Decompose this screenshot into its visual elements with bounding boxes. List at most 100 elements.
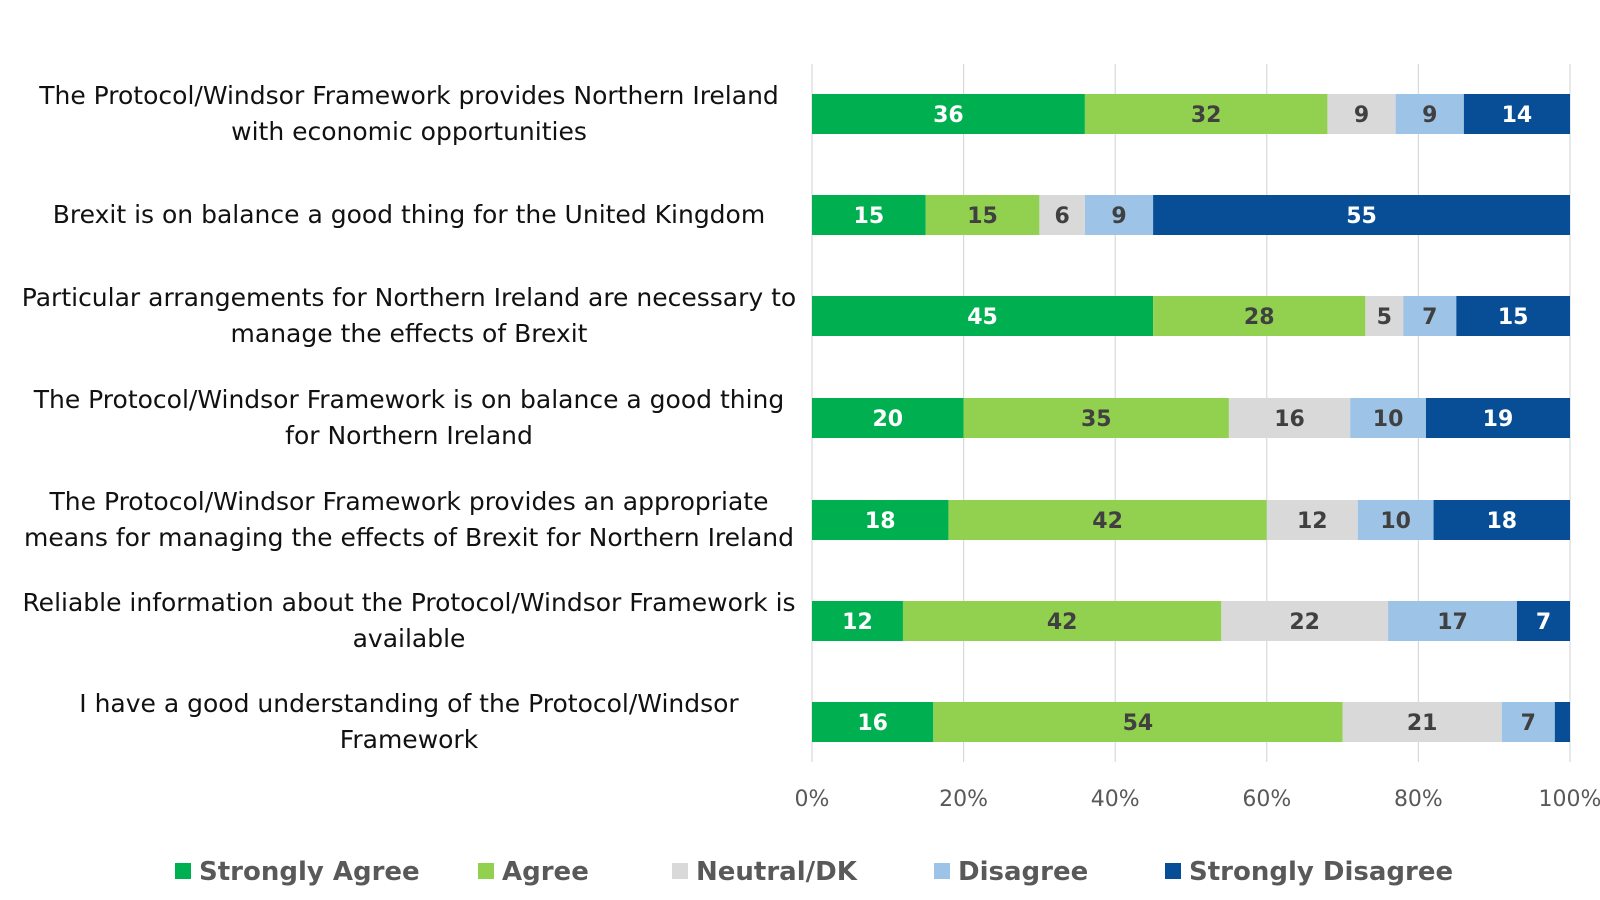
bars: 36 32 9 9 14 15 15 6 9 55 45 28 5 7 15 20 35 16 10 19 18 42 12… [812,94,1570,742]
legend-label: Strongly Agree [199,857,420,887]
x-tick-label: 40% [1091,787,1140,812]
data-label: 9 [1354,103,1369,128]
category-label: manage the effects of Brexit [231,319,588,348]
bar-segment [812,702,934,742]
data-label: 14 [1502,103,1533,128]
data-label: 12 [1297,509,1328,534]
data-label: 42 [1092,509,1123,534]
data-label: 5 [1377,305,1392,330]
data-label: 6 [1054,204,1069,229]
category-label: Brexit is on balance a good thing for th… [53,200,765,229]
category-label: Framework [340,725,479,754]
data-label: 10 [1380,509,1411,534]
bar-segment [963,398,1229,438]
data-label: 10 [1373,407,1404,432]
data-label: 32 [1191,103,1222,128]
data-label: 18 [865,509,896,534]
legend-swatch [672,863,688,879]
bar-segment [812,296,1154,336]
bar-segment [1342,702,1502,742]
data-label: 15 [1498,305,1529,330]
legend-label: Agree [502,857,589,887]
bar-segment [1365,296,1404,336]
category-label: means for managing the effects of Brexit… [24,523,794,552]
data-label: 19 [1483,407,1514,432]
bar-segment [812,195,926,235]
data-label: 7 [1536,610,1551,635]
legend-swatch [934,863,950,879]
x-axis-ticks: 0% 20% 40% 60% 80% 100% [795,787,1600,812]
bar-segment [925,195,1040,235]
category-label: for Northern Ireland [285,421,533,450]
bar-segment [902,601,1222,641]
category-labels: The Protocol/Windsor Framework provides … [22,81,796,754]
bar-segment [1228,398,1351,438]
data-label: 17 [1437,610,1468,635]
category-label: Particular arrangements for Northern Ire… [22,283,796,312]
bar-segment [812,601,903,641]
bar-segment [1554,702,1570,742]
category-label: The Protocol/Windsor Framework is on bal… [33,385,785,414]
data-label: 36 [933,103,964,128]
bar-segment [1433,500,1570,540]
bar-segment [1327,94,1396,134]
bar-segment [933,702,1343,742]
bar-segment [948,500,1267,540]
bar-segment [1388,601,1517,641]
bar-segment [1501,702,1555,742]
data-label: 55 [1346,204,1377,229]
data-label: 9 [1422,103,1437,128]
bar-segment [812,398,964,438]
data-label: 42 [1047,610,1078,635]
bar-segment [1456,296,1570,336]
bar-segment [1425,398,1570,438]
legend-label: Strongly Disagree [1189,857,1453,887]
bar-segment [812,94,1085,134]
category-label: The Protocol/Windsor Framework provides … [49,487,769,516]
legend-label: Neutral/DK [696,857,858,887]
bar-segment [812,500,949,540]
data-label: 22 [1289,610,1320,635]
x-tick-label: 0% [795,787,830,812]
category-label: available [353,624,466,653]
bar-segment [1350,398,1426,438]
legend-swatch [478,863,494,879]
bar-segment [1357,500,1434,540]
data-label: 54 [1123,711,1154,736]
data-label: 35 [1081,407,1112,432]
category-label: I have a good understanding of the Proto… [79,689,739,718]
data-label: 16 [1274,407,1305,432]
data-label: 9 [1111,204,1126,229]
bar-segment [1221,601,1389,641]
category-label: Reliable information about the Protocol/… [22,588,795,617]
data-label: 20 [872,407,903,432]
data-label: 18 [1486,509,1517,534]
x-tick-label: 20% [939,787,988,812]
legend-swatch [1165,863,1181,879]
data-label: 45 [967,305,998,330]
data-label: 7 [1422,305,1437,330]
legend-swatch [175,863,191,879]
x-tick-label: 80% [1394,787,1443,812]
x-tick-label: 100% [1539,787,1600,812]
bar-segment [1084,195,1154,235]
bar-segment [1266,500,1358,540]
legend-label: Disagree [958,857,1088,887]
category-label: with economic opportunities [231,117,587,146]
legend: Strongly Agree Agree Neutral/DK Disagree Str… [175,857,1453,887]
data-label: 15 [854,204,885,229]
bar-segment [1153,296,1366,336]
data-label: 28 [1244,305,1275,330]
data-label: 16 [857,711,888,736]
data-label: 12 [842,610,873,635]
x-tick-label: 60% [1242,787,1291,812]
data-label: 7 [1521,711,1536,736]
category-label: The Protocol/Windsor Framework provides … [38,81,779,110]
bar-segment [1395,94,1464,134]
bar-segment [1084,94,1328,134]
data-label: 15 [967,204,998,229]
bar-segment [1039,195,1085,235]
bar-segment [1403,296,1457,336]
bar-segment [1516,601,1570,641]
